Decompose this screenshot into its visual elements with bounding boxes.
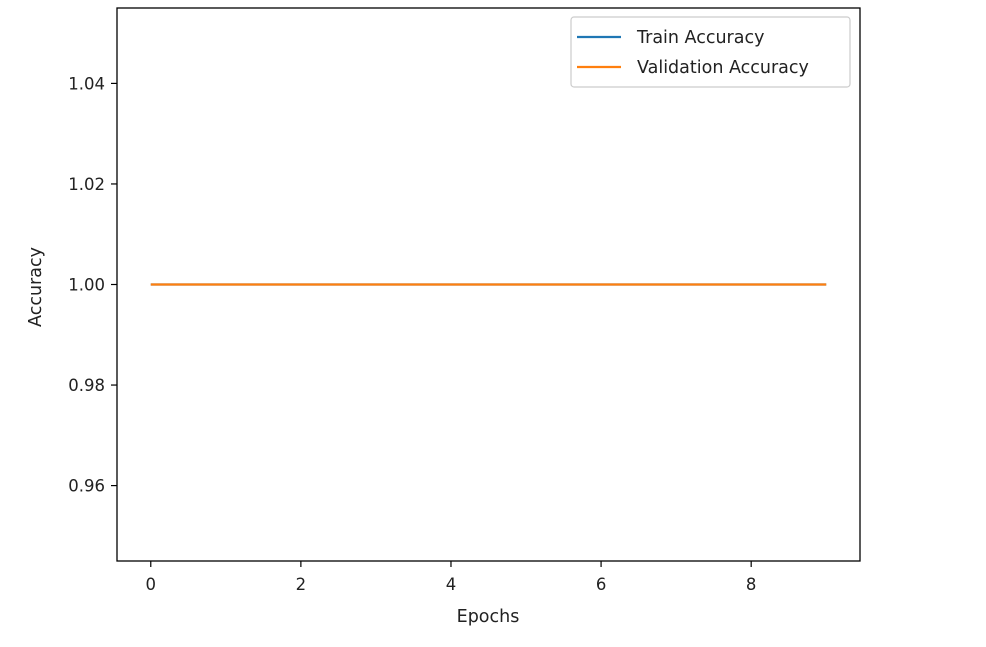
y-axis-label: Accuracy: [26, 247, 46, 327]
y-tick-label: 1.02: [68, 175, 105, 194]
y-tick-label: 1.00: [68, 276, 105, 295]
x-axis-label: Epochs: [457, 607, 520, 627]
x-tick-label: 6: [596, 575, 607, 594]
legend-label-1: Validation Accuracy: [637, 58, 809, 78]
legend: Train Accuracy Validation Accuracy: [570, 16, 851, 88]
y-tick-label: 0.98: [68, 376, 105, 395]
legend-box: [570, 16, 851, 88]
legend-label-0: Train Accuracy: [636, 28, 764, 48]
y-axis: 0.96 0.98 1.00 1.02 1.04: [68, 74, 117, 496]
x-tick-label: 0: [146, 575, 157, 594]
y-tick-label: 0.96: [68, 477, 105, 496]
x-axis: 0 2 4 6 8: [146, 561, 757, 594]
x-tick-label: 8: [746, 575, 757, 594]
x-tick-label: 4: [446, 575, 457, 594]
x-tick-label: 2: [296, 575, 307, 594]
y-tick-label: 1.04: [68, 74, 105, 93]
